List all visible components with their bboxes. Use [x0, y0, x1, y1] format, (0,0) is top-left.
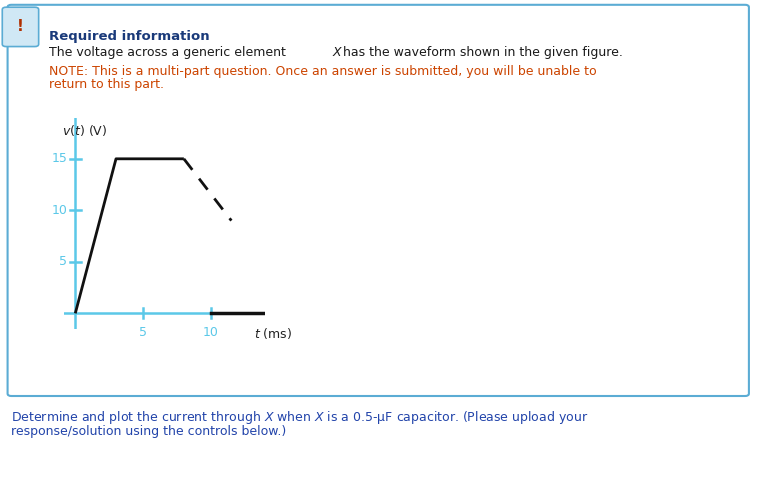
- Text: The voltage across a generic element: The voltage across a generic element: [49, 46, 290, 60]
- Text: 5: 5: [59, 255, 67, 268]
- Text: 15: 15: [52, 152, 67, 165]
- Text: Determine and plot the current through $X$ when $X$ is a 0.5-μF capacitor. (Plea: Determine and plot the current through $…: [11, 409, 589, 426]
- FancyBboxPatch shape: [2, 7, 39, 47]
- Text: 10: 10: [52, 204, 67, 217]
- Text: $v(t)$ (V): $v(t)$ (V): [61, 123, 107, 138]
- Text: NOTE: This is a multi-part question. Once an answer is submitted, you will be un: NOTE: This is a multi-part question. Onc…: [49, 65, 597, 78]
- Text: $X$: $X$: [332, 46, 343, 60]
- Text: has the waveform shown in the given figure.: has the waveform shown in the given figu…: [343, 46, 622, 60]
- Text: !: !: [17, 19, 24, 35]
- Text: response/solution using the controls below.): response/solution using the controls bel…: [11, 425, 287, 439]
- Text: 5: 5: [139, 326, 147, 339]
- Text: $t$ (ms): $t$ (ms): [255, 326, 293, 341]
- Text: return to this part.: return to this part.: [49, 78, 164, 91]
- FancyBboxPatch shape: [8, 5, 749, 396]
- Text: 10: 10: [203, 326, 219, 339]
- Text: Required information: Required information: [49, 30, 210, 43]
